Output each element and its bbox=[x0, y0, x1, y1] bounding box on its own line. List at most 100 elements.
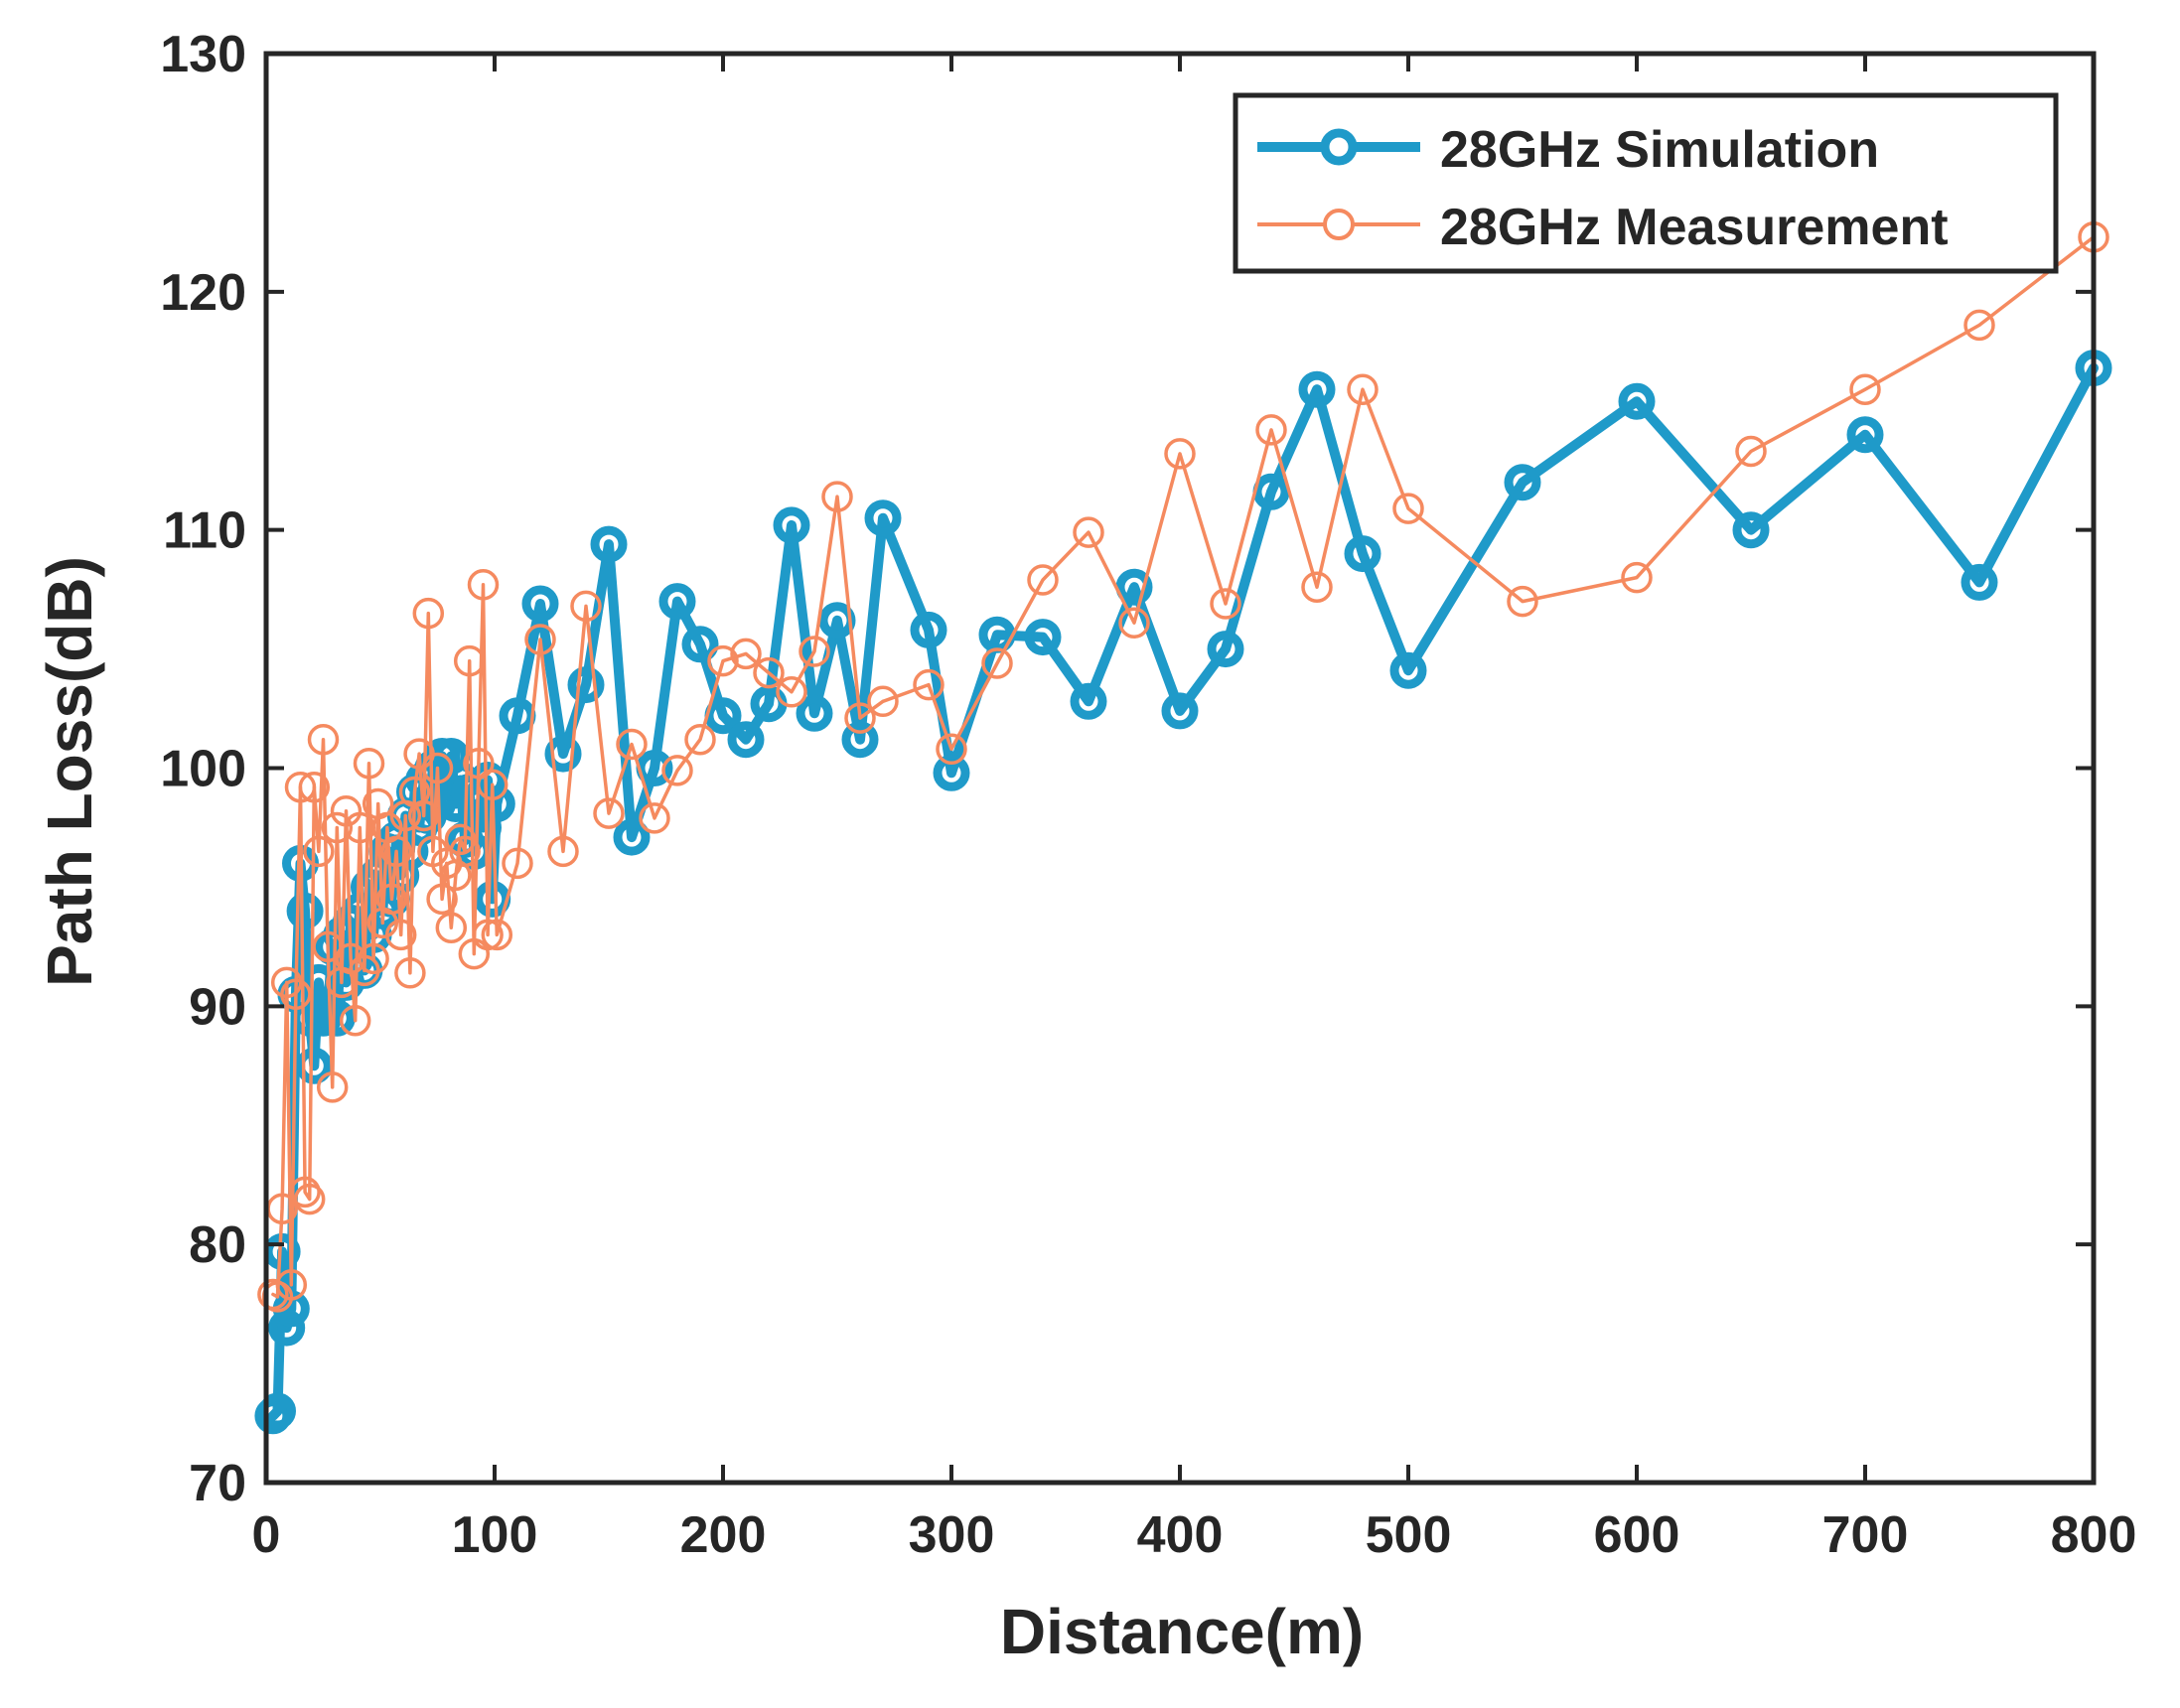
data-point bbox=[613, 818, 651, 856]
legend: 28GHz Simulation 28GHz Measurement bbox=[1233, 92, 2059, 274]
data-point bbox=[567, 666, 605, 704]
data-point bbox=[293, 1183, 326, 1215]
data-point bbox=[910, 611, 947, 648]
data-point bbox=[773, 506, 810, 544]
x-tick-label: 300 bbox=[909, 1506, 995, 1564]
data-point bbox=[936, 733, 967, 766]
data-point bbox=[730, 638, 762, 670]
legend-simulation-marker bbox=[1320, 128, 1358, 166]
data-point bbox=[284, 771, 317, 803]
data-point bbox=[913, 668, 945, 701]
data-point bbox=[375, 883, 408, 916]
data-point bbox=[407, 799, 440, 832]
data-point bbox=[1347, 373, 1379, 405]
data-point bbox=[1504, 464, 1541, 501]
data-point bbox=[453, 644, 486, 677]
data-point bbox=[1849, 373, 1881, 405]
data-point bbox=[289, 1176, 321, 1209]
data-point bbox=[1115, 568, 1153, 606]
y-tick-label: 80 bbox=[189, 1216, 246, 1274]
data-point bbox=[544, 735, 582, 773]
data-point bbox=[1073, 516, 1104, 548]
data-point bbox=[353, 747, 385, 780]
data-point bbox=[1252, 473, 1290, 510]
data-point bbox=[339, 1004, 371, 1037]
data-point bbox=[1210, 588, 1241, 620]
data-point bbox=[799, 636, 830, 667]
x-tick-label: 0 bbox=[252, 1506, 281, 1564]
data-point bbox=[547, 835, 579, 868]
data-point bbox=[681, 626, 719, 663]
data-point bbox=[1963, 309, 1995, 342]
data-point bbox=[472, 919, 504, 951]
x-tick-label: 200 bbox=[680, 1506, 767, 1564]
y-tick-label: 110 bbox=[163, 502, 246, 560]
data-point bbox=[1298, 370, 1336, 408]
y-tick-label: 100 bbox=[160, 741, 246, 798]
data-point bbox=[1118, 607, 1150, 639]
legend-measurement-label: 28GHz Measurement bbox=[1440, 199, 1949, 256]
data-point bbox=[616, 728, 648, 761]
data-point bbox=[394, 957, 426, 989]
data-point bbox=[502, 847, 533, 880]
data-point bbox=[1618, 382, 1656, 420]
data-point bbox=[286, 892, 324, 929]
data-point bbox=[280, 978, 312, 1011]
series-layer bbox=[254, 220, 2112, 1435]
data-point bbox=[1621, 561, 1653, 594]
data-point bbox=[1392, 493, 1424, 524]
data-point bbox=[467, 569, 500, 601]
data-point bbox=[844, 702, 876, 734]
legend-box bbox=[1233, 92, 2059, 274]
data-point bbox=[321, 811, 354, 844]
data-point bbox=[1301, 571, 1333, 603]
data-point bbox=[358, 942, 389, 975]
data-point bbox=[384, 919, 417, 951]
data-point bbox=[449, 835, 481, 868]
series-measurement bbox=[257, 220, 2109, 1313]
data-point bbox=[753, 656, 785, 689]
data-point bbox=[268, 1309, 306, 1347]
data-point bbox=[1344, 535, 1381, 573]
data-point bbox=[1389, 651, 1427, 689]
x-tick-label: 500 bbox=[1366, 1506, 1452, 1564]
data-point bbox=[421, 752, 454, 784]
data-point bbox=[298, 771, 331, 803]
axes-layer: 0 100 200 300 400 500 600 700 800 70 80 90 100 110 120… bbox=[160, 26, 2136, 1564]
legend-measurement-marker bbox=[1323, 209, 1355, 240]
data-point bbox=[1961, 563, 1998, 601]
data-point bbox=[275, 1269, 308, 1301]
data-point bbox=[463, 747, 495, 780]
data-point bbox=[776, 676, 807, 708]
x-tick-label: 800 bbox=[2051, 1506, 2137, 1564]
data-point bbox=[1735, 435, 1767, 468]
data-point bbox=[981, 647, 1013, 679]
y-axis-label: Path Loss(dB) bbox=[34, 556, 105, 987]
data-point bbox=[318, 999, 356, 1037]
data-point bbox=[295, 1047, 333, 1084]
data-point bbox=[1070, 682, 1107, 720]
x-axis-label: Distance(m) bbox=[1000, 1596, 1364, 1667]
y-tick-label: 130 bbox=[160, 26, 246, 83]
x-tick-label: 100 bbox=[452, 1506, 538, 1564]
data-point bbox=[661, 755, 693, 786]
data-point bbox=[1027, 564, 1059, 596]
data-point bbox=[864, 499, 902, 537]
data-point bbox=[426, 883, 458, 916]
data-point bbox=[435, 912, 468, 943]
data-point bbox=[412, 597, 445, 630]
data-point bbox=[1024, 619, 1062, 656]
data-point bbox=[478, 785, 515, 822]
data-point bbox=[684, 723, 716, 756]
data-point bbox=[524, 624, 556, 655]
data-point bbox=[521, 585, 559, 623]
data-point bbox=[1846, 416, 1884, 454]
y-tick-label: 90 bbox=[189, 978, 246, 1036]
data-point bbox=[658, 583, 696, 621]
data-point bbox=[316, 1071, 349, 1103]
data-point bbox=[570, 590, 602, 623]
x-tick-label: 700 bbox=[1822, 1506, 1909, 1564]
data-point bbox=[590, 525, 628, 563]
